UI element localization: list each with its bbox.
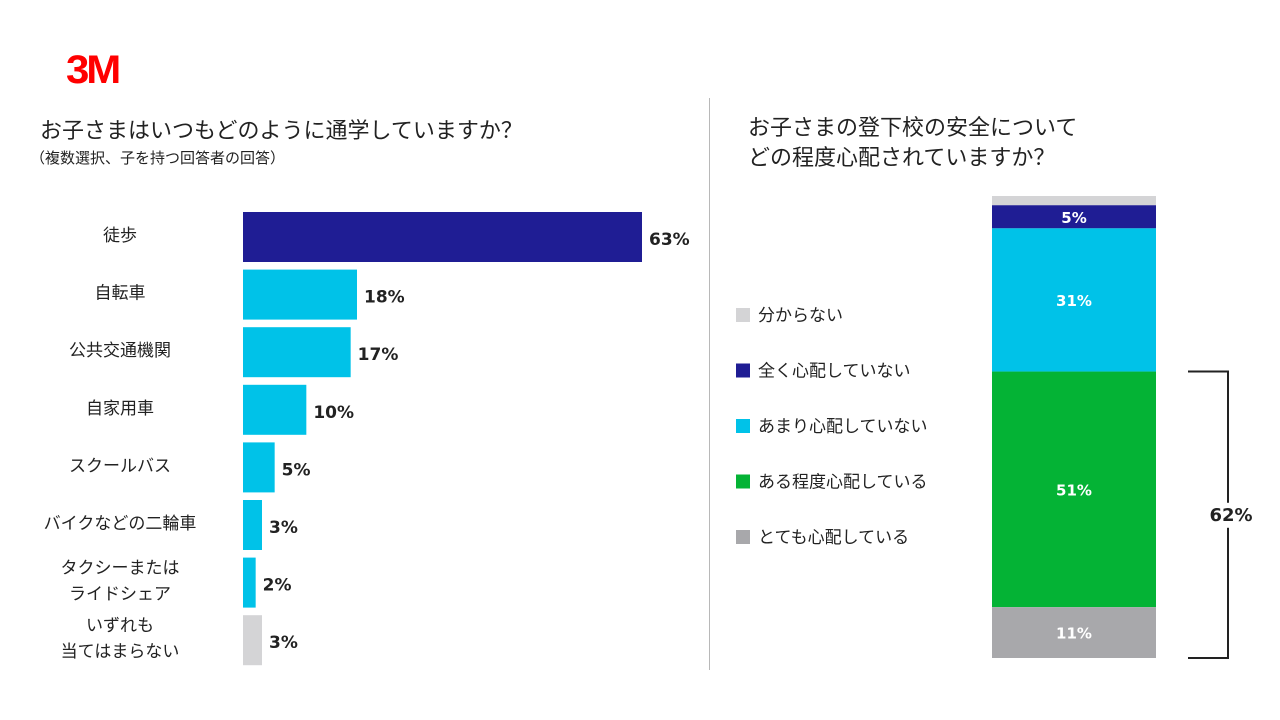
segment-3 (992, 371, 1156, 608)
category-label-5: バイクなどの二輪車 (44, 514, 197, 534)
left-chart-title: お子さまはいつもどのように通学していますか？ (40, 119, 523, 144)
legend-label-3: ある程度心配している (758, 473, 928, 493)
bracket-label: 62% (1209, 505, 1252, 526)
value-label-3: 10% (313, 403, 354, 423)
category-label-1: 自転車 (95, 284, 146, 304)
legend-label-2: あまり心配していない (758, 417, 928, 437)
category-label-4: スクールバス (69, 456, 171, 476)
value-label-7: 3% (269, 633, 298, 653)
category-label-7-0: いずれも (86, 616, 154, 636)
segment-4 (992, 607, 1156, 658)
legend-label-0: 分からない (758, 306, 843, 326)
bar-3 (243, 384, 307, 435)
category-label-7-1: 当てはまらない (61, 642, 180, 662)
bar-5 (243, 500, 262, 550)
bar-7 (243, 615, 262, 666)
segment-label-2: 31% (1056, 292, 1092, 310)
category-label-3: 自家用車 (86, 399, 154, 419)
legend-swatch-2 (736, 419, 750, 433)
legend-label-1: 全く心配していない (758, 362, 911, 382)
bar-0 (243, 212, 642, 262)
legend-swatch-4 (736, 530, 750, 544)
category-label-6-1: ライドシェア (69, 585, 171, 605)
left-chart-subtitle: （複数選択、子を持つ回答者の回答） (30, 149, 286, 167)
value-label-0: 63% (649, 230, 690, 250)
bar-1 (243, 269, 357, 320)
category-label-2: 公共交通機関 (69, 341, 171, 361)
commute-bar-chart: 63% 徒歩 18% 自転車 17% 公共交通機関 10% 自家用車 5% スクールバス 3% バイク… (44, 212, 690, 666)
value-label-2: 17% (358, 345, 399, 365)
legend-swatch-3 (736, 474, 750, 489)
legend-swatch-1 (736, 363, 750, 378)
legend-label-4: とても心配している (758, 528, 909, 548)
divider (709, 98, 710, 670)
right-title-line-1: お子さまの登下校の安全について (748, 116, 1078, 141)
legend-swatch-0 (736, 308, 750, 322)
3m-logo: 3M (66, 48, 121, 92)
bracket-label-backing (1206, 502, 1256, 528)
right-chart-title: お子さまの登下校の安全について どの程度心配されていますか？ (748, 114, 1077, 174)
segment-1 (992, 205, 1156, 229)
value-label-4: 5% (282, 460, 311, 480)
segment-label-1: 5% (1061, 209, 1086, 227)
bar-6 (243, 557, 256, 608)
value-label-6: 2% (263, 576, 292, 596)
bar-2 (243, 327, 351, 378)
segment-2 (992, 228, 1156, 372)
segment-label-4: 11% (1056, 625, 1092, 643)
segment-0 (992, 196, 1156, 206)
safety-worry-stacked-chart: 5% 31% 51% 11% 分からない全く心配していないあまり心配していないある程度心… (736, 196, 1256, 659)
value-label-5: 3% (269, 518, 298, 538)
value-label-1: 18% (364, 288, 405, 308)
segment-label-3: 51% (1056, 481, 1092, 499)
right-title-line-2: どの程度心配されていますか？ (748, 146, 1056, 171)
bar-4 (243, 442, 275, 493)
category-label-6-0: タクシーまたは (61, 559, 180, 579)
category-label-0: 徒歩 (103, 226, 137, 246)
